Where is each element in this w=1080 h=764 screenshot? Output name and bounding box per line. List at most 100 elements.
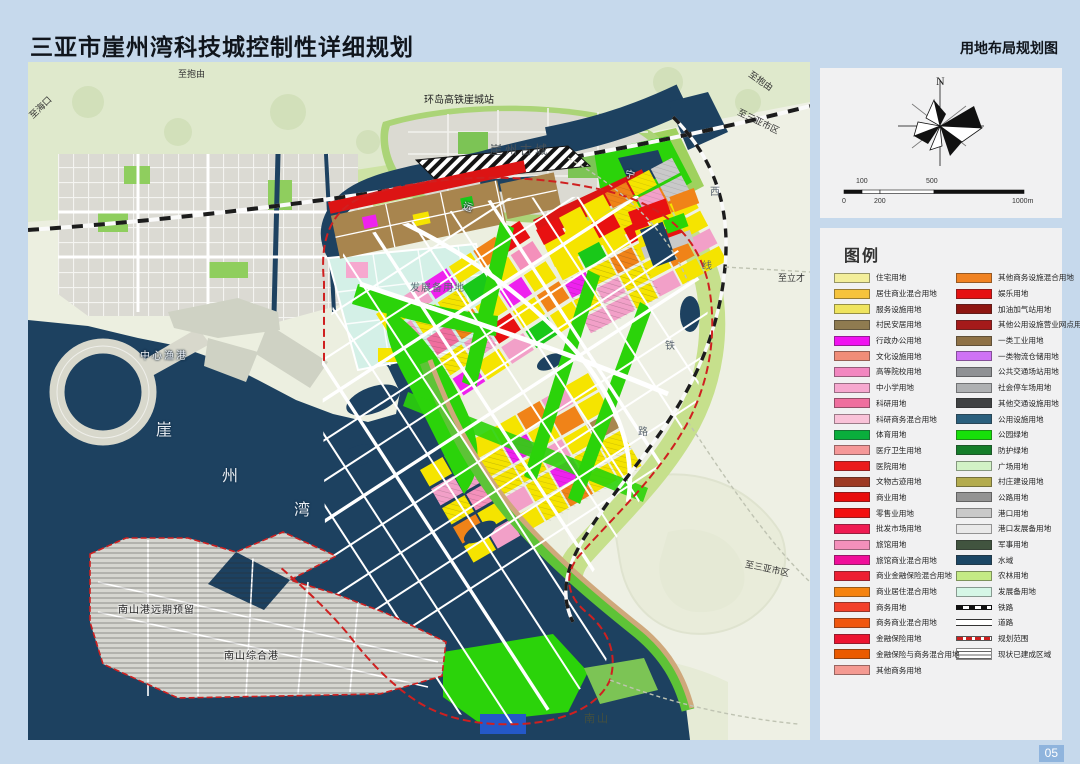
- legend-color-swatch: [956, 429, 992, 440]
- legend-item-label: 体育用地: [876, 430, 907, 439]
- legend-item: 行政办公用地: [834, 333, 952, 349]
- legend-color-swatch: [956, 319, 992, 330]
- legend-railway-symbol: [956, 604, 992, 610]
- legend-item-label: 金融保险与商务混合用地: [876, 650, 960, 659]
- legend-color-swatch: [834, 586, 870, 597]
- legend-item: 现状已建成区域: [956, 647, 1074, 663]
- map-label-railname-lu: 路: [638, 427, 649, 438]
- map-label-reserve-area: 发展备用地: [410, 283, 465, 294]
- map-label-to-licai: 至立才: [778, 273, 806, 283]
- legend-item: 商务用地: [834, 599, 952, 615]
- legend-item-label: 公路用地: [998, 493, 1029, 502]
- legend-item-label: 旅馆用地: [876, 540, 907, 549]
- legend-item: 高等院校用地: [834, 364, 952, 380]
- legend-item: 服务设施用地: [834, 301, 952, 317]
- legend-item: 水域: [956, 552, 1074, 568]
- map-label-to-baoyou-nw: 至抱由: [178, 69, 206, 79]
- map-label-nanshan: 南山: [584, 713, 610, 725]
- legend-right-column: 其他商务设施混合用地 娱乐用地 加油加气站用地 其他公用设施营业网点用地 一类工…: [956, 270, 1080, 678]
- legend-item: 娱乐用地: [956, 286, 1074, 302]
- legend-item-label: 铁路: [998, 603, 1014, 612]
- legend-item: 军事用地: [956, 537, 1074, 553]
- legend-item: 其他商务用地: [834, 662, 952, 678]
- legend-item-label: 农林用地: [998, 571, 1029, 581]
- legend-item-label: 其他公用设施营业网点用地: [998, 320, 1080, 330]
- map-label-railname-xian: 线: [702, 261, 713, 272]
- legend-item-label: 其他交通设施用地: [998, 399, 1059, 408]
- legend-road-symbol: [956, 619, 992, 627]
- legend-color-swatch: [834, 304, 870, 315]
- legend-item: 港口发展备用地: [956, 521, 1074, 537]
- page-number: 05: [1038, 745, 1064, 762]
- legend-panel: 图例 住宅用地 居住商业混合用地 服务设施用地 村民安居用地 行政办公用地 文化…: [820, 228, 1080, 740]
- legend-item: 金融保险与商务混合用地: [834, 647, 960, 663]
- legend-color-swatch: [956, 335, 992, 346]
- legend-item: 道路: [956, 615, 1074, 631]
- legend-color-swatch: [834, 665, 870, 676]
- compass-panel: N 0 100 200 500 1000m: [820, 68, 1062, 218]
- scale-500: 500: [926, 178, 938, 185]
- legend-color-swatch: [834, 414, 870, 425]
- legend-color-swatch: [834, 633, 870, 644]
- legend-item-label: 居住商业混合用地: [876, 289, 937, 298]
- legend-item: 一类物流仓储用地: [956, 348, 1074, 364]
- legend-item-label: 村民安居用地: [876, 320, 922, 330]
- map-label-railname-xi: 西: [710, 187, 721, 198]
- legend-item: 零售业用地: [834, 505, 952, 521]
- legend-item: 体育用地: [834, 427, 952, 443]
- legend-item: 其他商务设施混合用地: [956, 270, 1074, 286]
- legend-item: 商务商业混合用地: [834, 615, 952, 631]
- legend-color-swatch: [956, 366, 992, 377]
- legend-item-label: 高等院校用地: [876, 367, 922, 377]
- legend-color-swatch: [956, 351, 992, 362]
- legend-color-swatch: [956, 382, 992, 393]
- legend-item-label: 一类工业用地: [998, 336, 1044, 345]
- legend-item: 医院用地: [834, 458, 952, 474]
- legend-item: 村民安居用地: [834, 317, 952, 333]
- legend-item-label: 道路: [998, 618, 1014, 628]
- legend-item-label: 商务用地: [876, 603, 907, 612]
- legend-item-label: 中小学用地: [876, 383, 914, 392]
- legend-color-swatch: [956, 523, 992, 534]
- legend-item-label: 商务商业混合用地: [876, 618, 937, 628]
- legend-color-swatch: [834, 570, 870, 581]
- legend-item: 文物古迹用地: [834, 474, 952, 490]
- legend-item-label: 港口发展备用地: [998, 524, 1052, 534]
- legend-item: 加油加气站用地: [956, 301, 1074, 317]
- legend-color-swatch: [956, 539, 992, 550]
- scale-0: 0: [842, 198, 846, 205]
- map-label-central-fishing-port: 中心渔港: [140, 351, 188, 362]
- legend-item-label: 医院用地: [876, 461, 907, 471]
- legend-item-label: 社会停车场用地: [998, 383, 1052, 392]
- legend-item-label: 金融保险用地: [876, 634, 922, 643]
- legend-color-swatch: [956, 570, 992, 581]
- legend-item-label: 水域: [998, 555, 1014, 565]
- legend-item-label: 其他商务用地: [876, 665, 922, 675]
- legend-item-label: 规划范围: [998, 634, 1029, 643]
- legend-item: 社会停车场用地: [956, 380, 1074, 396]
- legend-color-swatch: [956, 414, 992, 425]
- legend-item: 中小学用地: [834, 380, 952, 396]
- legend-item: 铁路: [956, 599, 1074, 615]
- legend-color-swatch: [956, 555, 992, 566]
- legend-item-label: 行政办公用地: [876, 336, 922, 345]
- legend-color-swatch: [956, 461, 992, 472]
- legend-item-label: 旅馆商业混合用地: [876, 555, 937, 565]
- legend-item: 住宅用地: [834, 270, 952, 286]
- legend-item: 商业用地: [834, 490, 952, 506]
- legend-item-label: 零售业用地: [876, 508, 914, 518]
- legend-item: 村庄建设用地: [956, 474, 1074, 490]
- legend-color-swatch: [834, 335, 870, 346]
- legend-color-swatch: [834, 508, 870, 519]
- legend-item-label: 其他商务设施混合用地: [998, 273, 1074, 283]
- compass-rose: [843, 80, 1025, 194]
- legend-item: 发展备用地: [956, 584, 1074, 600]
- page-subtitle: 用地布局规划图: [960, 40, 1058, 56]
- legend-color-swatch: [834, 272, 870, 283]
- legend-color-swatch: [956, 304, 992, 315]
- legend-item-label: 商业居住混合用地: [876, 587, 937, 596]
- legend-color-swatch: [834, 288, 870, 299]
- legend-item: 防护绿地: [956, 443, 1074, 459]
- map-drawing: [28, 62, 810, 740]
- planning-map[interactable]: 至海口 至抱由 环岛高铁崖城站 崖州古城 至抱由 至三亚市区 宁 远 西 线 铁…: [27, 62, 810, 740]
